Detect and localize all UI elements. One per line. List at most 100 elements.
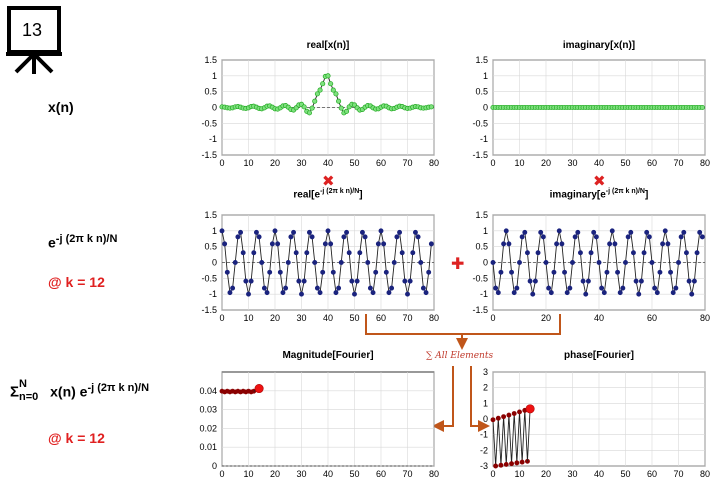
real_kernel-data-point [261,285,267,291]
real-kernel-title-base: real[e [293,189,321,201]
real_kernel-ytick-label: 0.5 [204,242,217,252]
real_kernel-data-point [304,250,310,256]
imag_kernel-xtick-label: 80 [700,313,710,323]
imag_kernel-data-point [509,269,514,275]
imag_kernel-data-point [570,260,575,265]
real_x-xtick-label: 80 [429,158,439,168]
imag_kernel-data-point [585,278,591,284]
real_kernel-data-point [375,241,381,247]
phase-title: phase[Fourier] [563,350,634,361]
imag_kernel-data-point [583,291,589,297]
real_x-xtick-label: 50 [349,158,359,168]
imag_kernel-data-point [691,278,697,284]
real_kernel-data-point [389,285,395,291]
real_kernel-xtick-label: 50 [349,313,359,323]
imag_kernel-data-point [580,278,586,284]
imag_kernel-xtick-label: 0 [490,313,495,323]
real_kernel-data-point [412,229,418,235]
real_x-ytick-label: 1.5 [204,55,217,65]
imag_x-xtick-label: 30 [567,158,577,168]
real_kernel-data-point [317,290,323,296]
real_kernel-data-point [322,241,328,247]
real-x-title: real[x(n)] [306,40,350,51]
multiply-icon-right: ✖ [593,173,606,190]
imag_kernel-data-point [678,234,684,240]
real_x-xtick-label: 20 [270,158,280,168]
real_x-data-point [320,81,326,87]
magnitude-ytick-label: 0.04 [199,386,217,396]
phase-xtick-label: 0 [490,469,495,479]
imag_x-ytick-label: -1 [480,134,488,144]
real_x-data-point [312,98,318,104]
phase-ytick-label: -1 [480,430,488,440]
imag_kernel-data-point [697,229,703,235]
phase-xtick-label: 30 [567,469,577,479]
real_kernel-data-point [243,278,249,284]
imag_x-ytick-label: 1 [483,71,488,81]
imag_kernel-ytick-label: -0.5 [472,273,488,283]
imag_x-ytick-label: 0 [483,103,488,113]
real_kernel-data-point [238,229,243,235]
real_kernel-data-point [426,269,432,275]
imag_kernel-data-point [641,250,647,256]
phase-xtick-label: 40 [594,469,604,479]
imag_kernel-data-point [596,260,602,265]
phase-xtick-label: 20 [541,469,551,479]
imag_kernel-data-point [543,260,549,265]
imag_kernel-data-point [699,234,705,240]
imag_kernel-data-point [646,234,652,240]
real_x-data-point [330,87,336,93]
imag_kernel-data-point [665,241,671,247]
real_kernel-data-point [330,269,336,275]
imag_kernel-xtick-label: 20 [541,313,551,323]
real_kernel-data-point [391,260,397,265]
imag_kernel-data-point [609,228,615,234]
imag_kernel-data-point [514,285,520,291]
sum-body: x(n) e [50,383,88,400]
real_kernel-ytick-label: -0.5 [201,273,217,283]
magnitude-title: Magnitude[Fourier] [282,350,374,361]
imag_kernel-data-point [538,229,544,235]
imag-x-chart: 0 10 20 30 40 50 60 70 80 -1.5 -1 -0.5 0 0.5 1 1.5 [472,55,710,168]
phase-ytick-label: 1 [483,398,488,408]
phase-xtick-label: 50 [620,469,630,479]
real_kernel-xtick-label: 80 [429,313,439,323]
imag-kernel-title-end: ] [645,189,649,201]
sigma-symbol: Σ [10,383,20,401]
phase-highlight-point [525,404,535,414]
phase-data-point [503,461,509,467]
imag_kernel-data-point [623,260,628,265]
real_x-xtick-label: 30 [296,158,306,168]
real_kernel-data-point [230,285,236,291]
phase-xtick-label: 60 [647,469,657,479]
real-kernel-title-exp: -j (2π k n)/N [320,188,360,195]
real_kernel-data-point [285,260,291,265]
phase-ytick-label: -3 [480,461,488,471]
imag_kernel-data-point [490,260,496,265]
phase-data-point [495,415,501,421]
imag_kernel-data-point [593,234,599,240]
imag-kernel-title-exp: -j (2π k n)/N [605,188,645,195]
real_kernel-data-point [341,234,347,240]
magnitude-ytick-label: 0.01 [199,442,217,452]
real_x-data-point [301,104,307,110]
magnitude-xtick-label: 20 [270,469,280,479]
real_kernel-data-point [227,290,233,296]
real_kernel-data-point [259,260,265,265]
kernel-label: e-j (2π k n)/N [48,233,117,251]
real_kernel-data-point [246,291,251,297]
imag_kernel-data-point [554,241,560,247]
magnitude-chart: 0 10 20 30 40 50 60 70 80 0 0.01 0.02 0.03 0.04 [199,371,439,479]
imag_kernel-data-point [519,234,525,240]
real_kernel-data-point [296,278,302,284]
imag_kernel-data-point [551,269,557,275]
imag_kernel-data-point [670,290,676,296]
real_x-ytick-label: 0.5 [204,87,217,97]
imag_kernel-data-point [633,278,639,284]
imag_kernel-data-point [683,250,689,256]
imag_kernel-data-point [689,291,695,297]
real_kernel-data-point [373,269,379,275]
real_kernel-data-point [420,285,426,291]
real_kernel-data-point [306,229,312,235]
real_kernel-data-point [219,228,225,234]
